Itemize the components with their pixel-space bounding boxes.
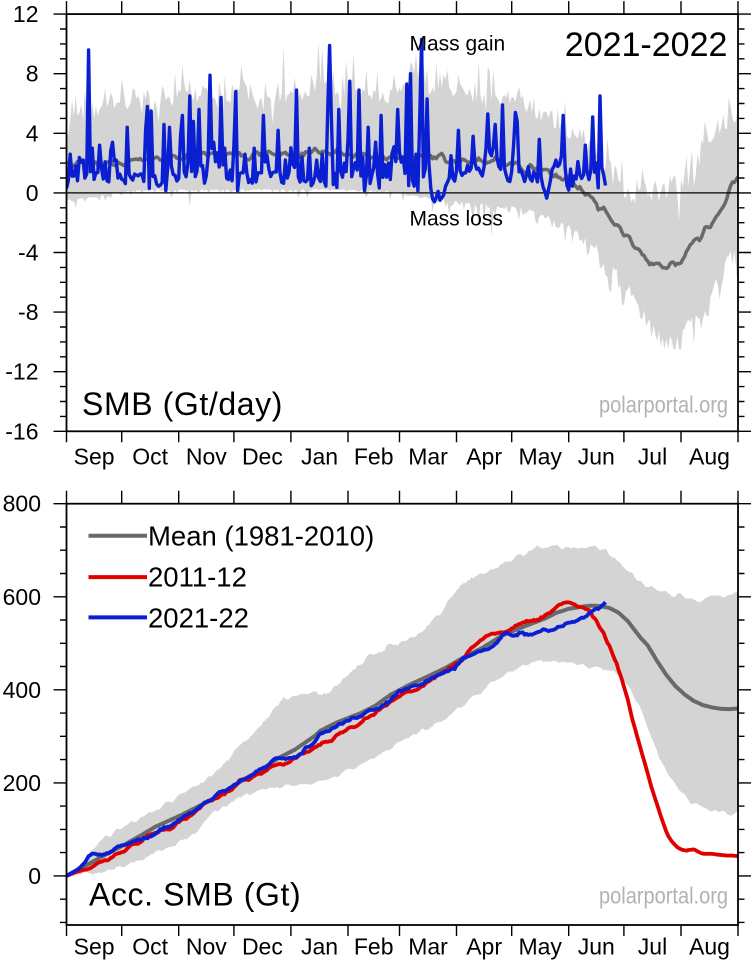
svg-text:Jul: Jul	[638, 934, 667, 960]
svg-text:4: 4	[26, 120, 39, 146]
svg-text:0: 0	[28, 863, 41, 889]
svg-text:Feb: Feb	[354, 934, 394, 960]
svg-text:Jul: Jul	[638, 444, 667, 470]
svg-text:2021-22: 2021-22	[148, 602, 249, 633]
svg-text:Dec: Dec	[242, 934, 283, 960]
svg-text:Mass loss: Mass loss	[410, 208, 503, 231]
svg-text:-8: -8	[18, 299, 38, 325]
svg-text:Apr: Apr	[466, 444, 502, 470]
svg-text:Sep: Sep	[74, 934, 115, 960]
svg-text:Jan: Jan	[301, 444, 338, 470]
svg-text:8: 8	[26, 61, 39, 87]
svg-text:Oct: Oct	[132, 934, 168, 960]
svg-text:2011-12: 2011-12	[148, 562, 247, 593]
svg-text:-12: -12	[5, 359, 38, 385]
svg-text:-16: -16	[5, 418, 38, 444]
svg-text:Acc. SMB (Gt): Acc. SMB (Gt)	[89, 877, 301, 913]
svg-text:2021-2022: 2021-2022	[565, 26, 728, 64]
svg-text:Sep: Sep	[74, 444, 115, 470]
svg-text:Jan: Jan	[301, 934, 338, 960]
svg-text:Mean (1981-2010): Mean (1981-2010)	[148, 520, 374, 551]
svg-text:200: 200	[3, 770, 41, 796]
svg-text:400: 400	[3, 677, 41, 703]
svg-text:Aug: Aug	[689, 934, 730, 960]
svg-text:Dec: Dec	[242, 444, 283, 470]
svg-text:May: May	[518, 934, 562, 960]
svg-text:12: 12	[13, 1, 39, 27]
svg-text:May: May	[518, 444, 562, 470]
svg-text:Mass gain: Mass gain	[410, 33, 506, 56]
svg-text:Mar: Mar	[408, 444, 448, 470]
svg-text:Apr: Apr	[466, 934, 502, 960]
svg-text:-4: -4	[18, 240, 39, 266]
svg-text:SMB (Gt/day): SMB (Gt/day)	[82, 386, 283, 422]
svg-text:Mar: Mar	[408, 934, 448, 960]
svg-text:800: 800	[3, 491, 41, 517]
svg-text:Nov: Nov	[186, 934, 227, 960]
svg-text:Jun: Jun	[578, 444, 615, 470]
svg-text:Nov: Nov	[186, 444, 227, 470]
svg-text:600: 600	[3, 584, 41, 610]
svg-text:Aug: Aug	[689, 444, 730, 470]
svg-text:polarportal.org: polarportal.org	[599, 883, 728, 909]
svg-text:polarportal.org: polarportal.org	[599, 392, 728, 418]
svg-text:Jun: Jun	[578, 934, 615, 960]
svg-text:Feb: Feb	[354, 444, 394, 470]
svg-text:Oct: Oct	[132, 444, 168, 470]
svg-text:0: 0	[26, 180, 39, 206]
